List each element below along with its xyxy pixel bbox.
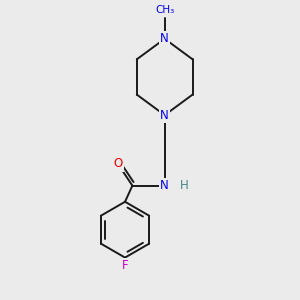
Text: N: N — [160, 109, 169, 122]
Text: H: H — [179, 179, 188, 192]
Text: O: O — [113, 157, 122, 170]
Text: CH₃: CH₃ — [155, 5, 174, 15]
Text: F: F — [122, 259, 128, 272]
Text: N: N — [160, 32, 169, 45]
Text: N: N — [160, 179, 169, 192]
